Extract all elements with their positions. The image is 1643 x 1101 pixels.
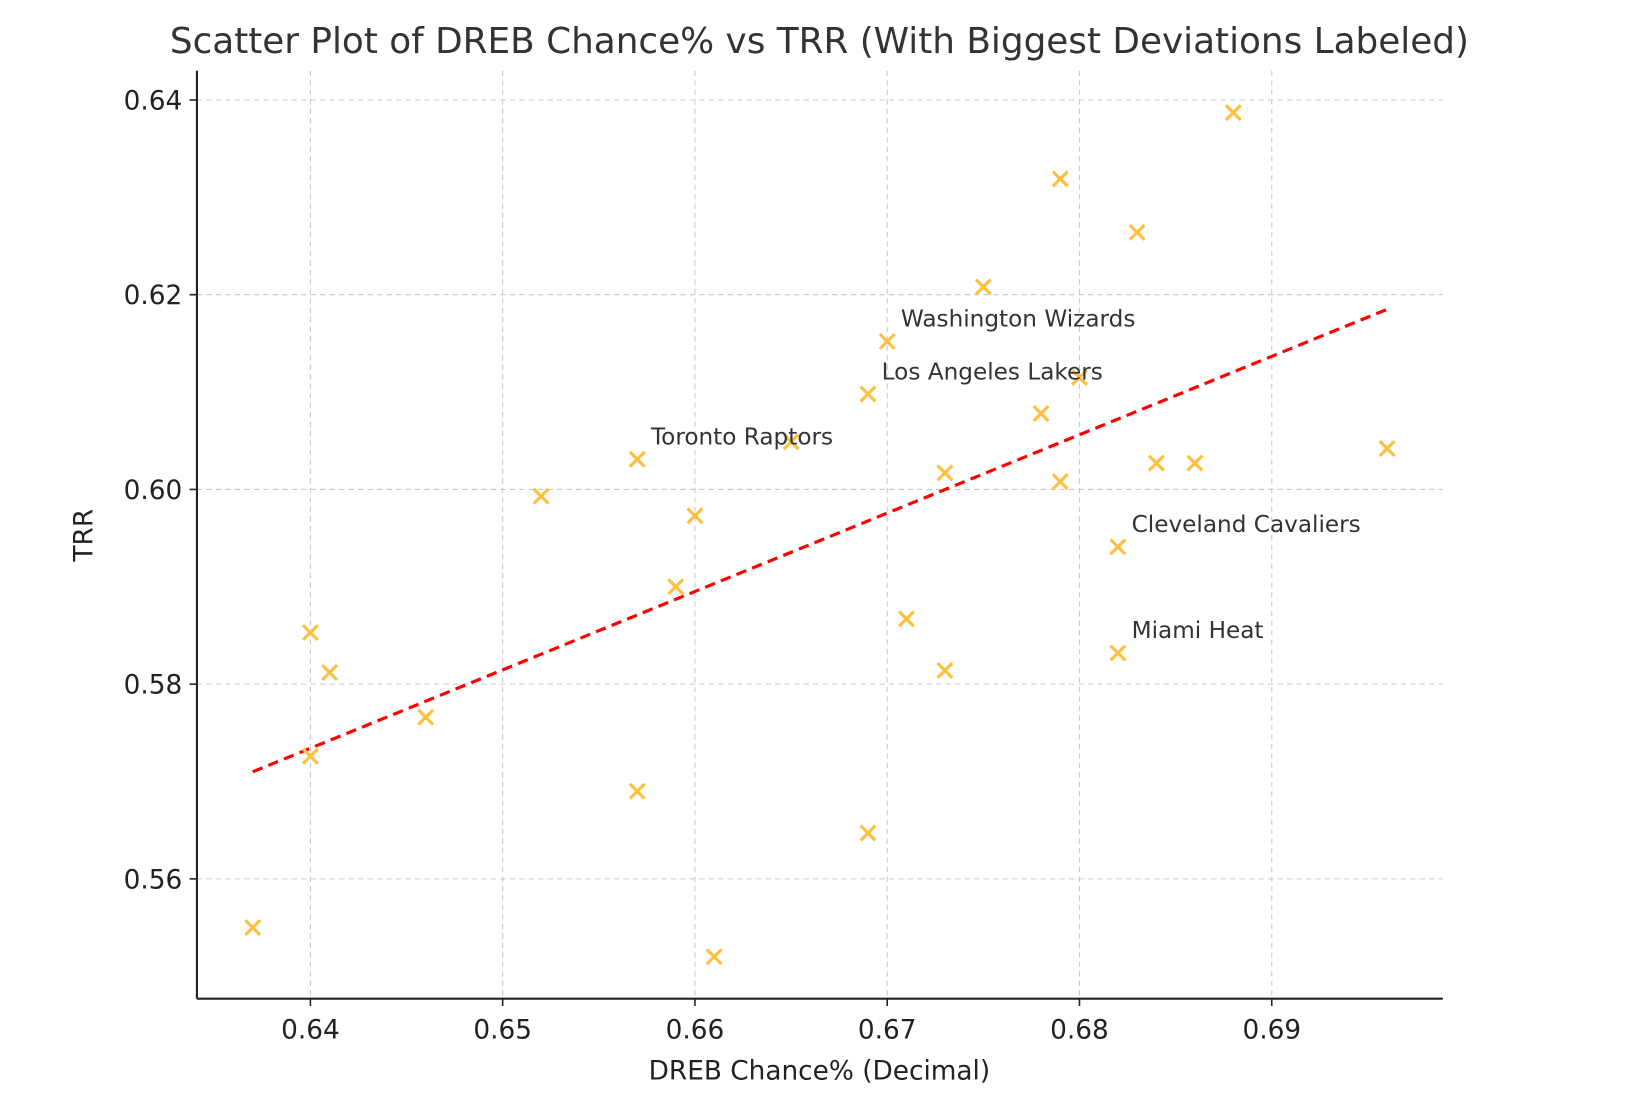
- data-point: [244, 919, 262, 937]
- x-tick-label: 0.69: [1242, 1016, 1301, 1046]
- data-point: [1128, 223, 1146, 241]
- trend-line: [252, 307, 1388, 774]
- data-point: [301, 747, 319, 765]
- y-tick-label: 0.62: [124, 281, 183, 311]
- data-point: [897, 610, 915, 628]
- x-tick-label: 0.64: [281, 1016, 340, 1046]
- data-point: [628, 782, 646, 800]
- data-point: [878, 332, 896, 350]
- x-tick-label: 0.68: [1050, 1016, 1109, 1046]
- data-point: [1224, 104, 1242, 122]
- y-tick-label: 0.58: [124, 671, 183, 701]
- annotations: Washington Wizards Los Angeles Lakers Toro…: [650, 306, 1361, 645]
- point-label: Los Angeles Lakers: [882, 358, 1103, 385]
- axes: 0.64 0.65 0.66 0.67 0.68 0.69 0.56 0.58 0.60 0.62…: [124, 70, 1443, 1046]
- data-point: [859, 385, 877, 403]
- y-tick-label: 0.60: [124, 476, 183, 506]
- data-point: [1051, 170, 1069, 188]
- data-point: [1186, 454, 1204, 472]
- y-tick-label: 0.56: [124, 865, 183, 895]
- y-axis-label: TRR: [70, 509, 100, 563]
- point-label: Miami Heat: [1132, 617, 1264, 644]
- x-tick-label: 0.66: [666, 1016, 725, 1046]
- data-point: [1109, 644, 1127, 662]
- data-point: [782, 433, 800, 451]
- data-point: [859, 824, 877, 842]
- data-point: [1032, 404, 1050, 422]
- data-point: [1147, 454, 1165, 472]
- data-point: [936, 662, 954, 680]
- y-tick-label: 0.64: [124, 86, 183, 116]
- points: [244, 104, 1396, 966]
- point-label: Washington Wizards: [901, 306, 1135, 333]
- data-point: [1109, 538, 1127, 556]
- data-point: [974, 278, 992, 296]
- point-label: Cleveland Cavaliers: [1132, 511, 1361, 538]
- x-tick-label: 0.67: [858, 1016, 917, 1046]
- x-axis-label: DREB Chance% (Decimal): [649, 1057, 990, 1087]
- data-point: [705, 948, 723, 966]
- data-point: [321, 663, 339, 681]
- x-tick-label: 0.65: [473, 1016, 532, 1046]
- data-point: [301, 624, 319, 642]
- grid: [196, 70, 1443, 999]
- data-point: [532, 487, 550, 505]
- data-point: [667, 578, 685, 596]
- data-point: [1071, 368, 1088, 386]
- data-point: [686, 507, 704, 525]
- data-point: [936, 464, 954, 482]
- data-point: [1378, 440, 1396, 458]
- chart-title: Scatter Plot of DREB Chance% vs TRR (Wit…: [170, 21, 1469, 62]
- data-point: [1051, 473, 1069, 491]
- data-point: [628, 450, 646, 468]
- point-label: Toronto Raptors: [650, 424, 833, 451]
- data-point: [417, 708, 435, 726]
